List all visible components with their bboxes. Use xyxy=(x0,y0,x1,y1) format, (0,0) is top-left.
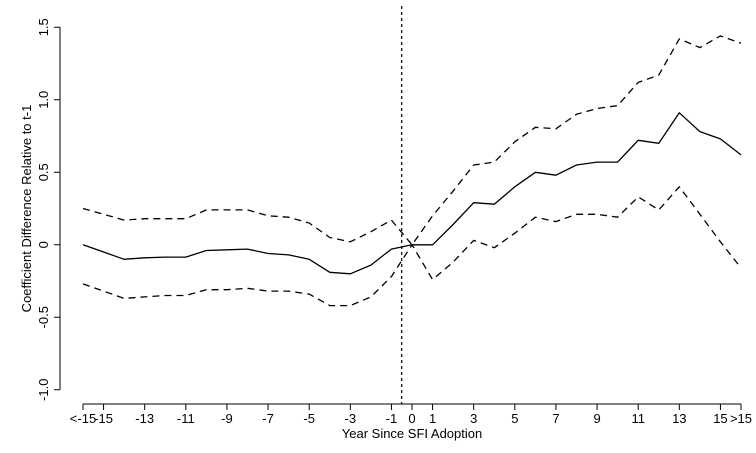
x-tick-label: -1 xyxy=(386,411,398,426)
x-tick-label: -5 xyxy=(303,411,315,426)
y-tick-label: -0.5 xyxy=(36,306,51,328)
y-axis-title: Coefficient Difference Relative to t-1 xyxy=(19,105,34,313)
confidence-bound-line xyxy=(82,186,742,307)
x-tick-label: <-15 xyxy=(70,411,96,426)
y-tick-label: 1.5 xyxy=(36,18,51,36)
x-tick-label: 0 xyxy=(408,411,415,426)
x-tick-label: -11 xyxy=(177,411,195,426)
x-tick-label: -9 xyxy=(221,411,233,426)
confidence-bound-line xyxy=(82,35,742,246)
x-tick-label: 13 xyxy=(672,411,686,426)
series-layer xyxy=(82,35,742,307)
x-tick-label: -7 xyxy=(262,411,274,426)
x-tick-label: 11 xyxy=(631,411,645,426)
x-tick-label: 1 xyxy=(429,411,436,426)
y-tick-label: 1.0 xyxy=(36,91,51,109)
x-tick-label: 7 xyxy=(552,411,559,426)
coefficient-estimate-line xyxy=(82,112,742,275)
y-axis-ticks: -1.0 -0.5 0 0.5 1.0 1.5 xyxy=(36,18,60,401)
plot-frame xyxy=(59,27,741,405)
x-tick-label: >15 xyxy=(730,411,752,426)
x-axis-ticks: <-15-15 -13 -11 -9 -7 -5 -3 -1 0 1 3 5 7 9 11 13 15 >15 xyxy=(70,404,752,426)
x-tick-label: -15 xyxy=(94,411,113,426)
x-tick-label: -13 xyxy=(135,411,154,426)
x-tick-label: -3 xyxy=(345,411,357,426)
x-tick-label: 3 xyxy=(470,411,477,426)
x-tick-label: 9 xyxy=(593,411,600,426)
x-tick-label: 5 xyxy=(511,411,518,426)
y-tick-label: 0.5 xyxy=(36,163,51,181)
y-tick-label: -1.0 xyxy=(36,379,51,401)
y-tick-label: 0 xyxy=(36,241,51,248)
x-tick-label: 15 xyxy=(713,411,727,426)
x-axis-title: Year Since SFI Adoption xyxy=(342,426,482,441)
